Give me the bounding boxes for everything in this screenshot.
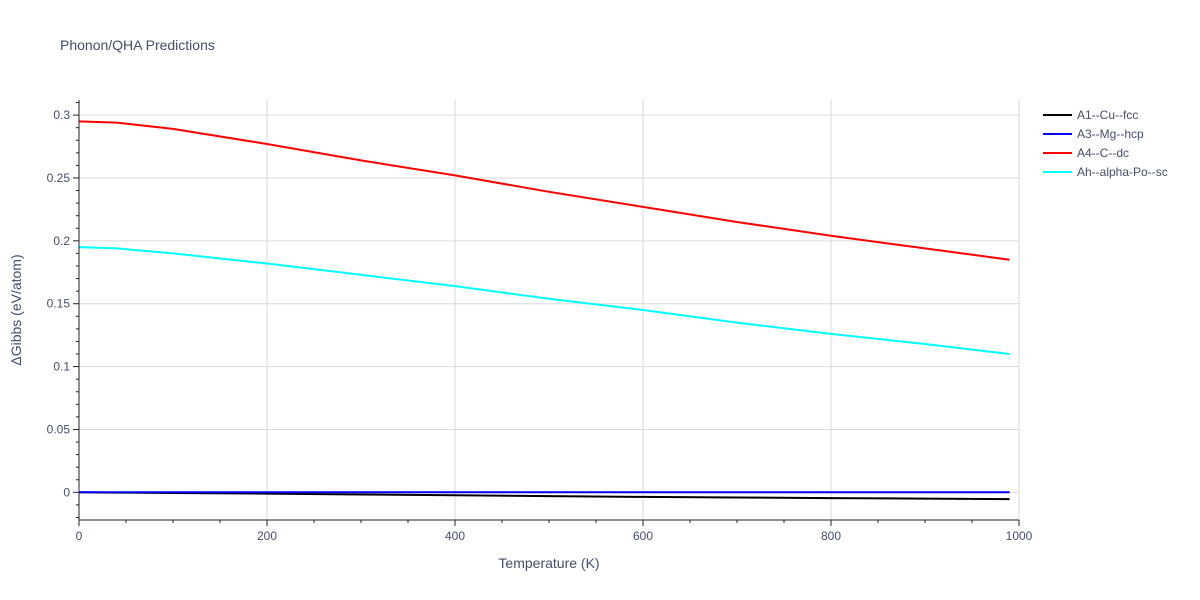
grid: [79, 100, 1020, 520]
x-axis-title: Temperature (K): [498, 555, 599, 571]
x-tick-label: 800: [821, 529, 841, 543]
plot-area: [78, 120, 1010, 501]
legend-label: A3--Mg--hcp: [1077, 127, 1144, 141]
series-line-A4--C--dc: [78, 120, 1010, 261]
y-tick-label: 0.1: [53, 360, 70, 374]
y-tick-label: 0: [63, 485, 70, 499]
y-tick-label: 0.2: [53, 234, 70, 248]
series-line-A1--Cu--fcc: [78, 491, 1010, 501]
legend-label: A4--C--dc: [1077, 146, 1129, 160]
chart-title: Phonon/QHA Predictions: [60, 37, 215, 53]
x-tick-label: 1000: [1006, 529, 1033, 543]
x-tick-label: 200: [257, 529, 277, 543]
legend-label: A1--Cu--fcc: [1077, 108, 1138, 122]
series-line-Ah--alpha-Po--sc: [78, 246, 1010, 355]
y-axis-title: ΔGibbs (eV/atom): [8, 254, 24, 365]
y-tick-label: 0.25: [47, 171, 71, 185]
x-tick-label: 400: [445, 529, 465, 543]
legend-label: Ah--alpha-Po--sc: [1077, 165, 1168, 179]
y-tick-label: 0.15: [47, 297, 71, 311]
y-tick-label: 0.05: [47, 422, 71, 436]
x-tick-label: 600: [633, 529, 653, 543]
y-tick-label: 0.3: [53, 108, 70, 122]
legend: A1--Cu--fcc A3--Mg--hcp A4--C--dc Ah--alpha…: [1043, 108, 1168, 179]
axes: 0 200 400 600 800 1000 0 0.05 0.1 0.15 0.2 0.25 0.3: [47, 100, 1033, 543]
x-tick-label: 0: [76, 529, 83, 543]
